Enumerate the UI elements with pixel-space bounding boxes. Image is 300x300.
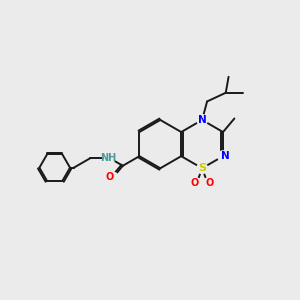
Circle shape — [202, 178, 213, 189]
Circle shape — [197, 115, 207, 125]
Text: O: O — [206, 178, 214, 188]
Text: NH: NH — [100, 152, 116, 163]
Text: N: N — [198, 115, 206, 125]
Text: S: S — [198, 163, 206, 173]
Circle shape — [218, 151, 228, 161]
Text: N: N — [221, 151, 230, 161]
Circle shape — [197, 163, 207, 174]
Circle shape — [108, 172, 118, 183]
Text: O: O — [106, 172, 114, 182]
Text: O: O — [190, 178, 198, 188]
Circle shape — [191, 178, 202, 189]
Circle shape — [104, 153, 115, 164]
